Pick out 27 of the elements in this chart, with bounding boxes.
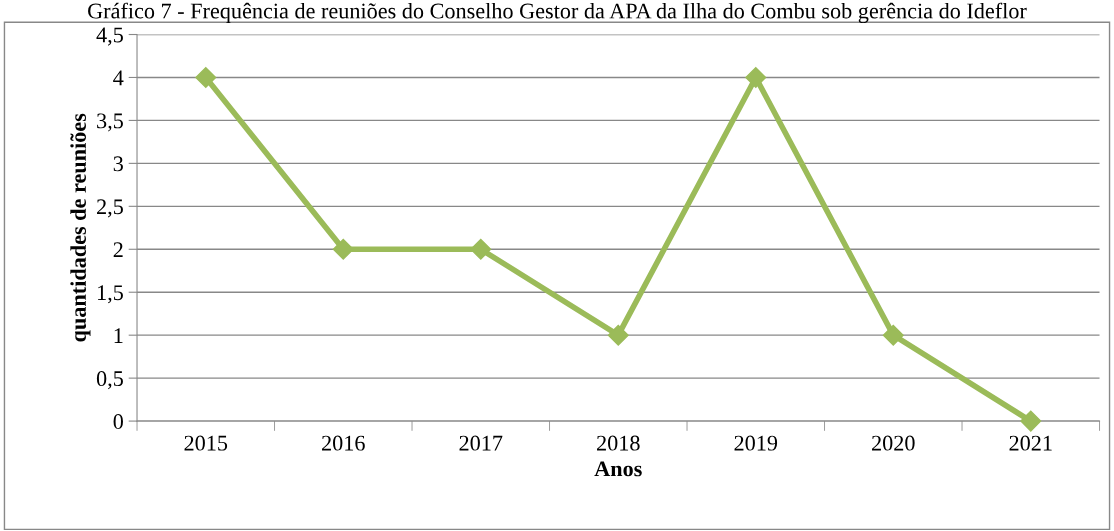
y-tick-label: 3,5 [97,113,123,132]
point [745,66,767,88]
y-tick-label: 1,5 [98,285,123,304]
y-tick-label: 0 [113,414,123,430]
x-tick-label: 2021 [1009,435,1052,451]
y-tick-label: 4 [113,70,124,86]
point [195,66,217,88]
point [607,324,629,346]
x-tick-label: 2016 [322,435,365,451]
y-tick-label: 0,5 [96,371,123,390]
x-tick-label: 2017 [459,435,503,451]
x-tick-label: 2019 [734,435,778,451]
y-tick-label: 1 [114,328,123,343]
x-tick-label: 2015 [184,435,228,451]
y-axis-title: quantidades de reuniões [70,113,91,342]
y-tick-label: 4,5 [96,27,123,46]
point [470,238,492,260]
y-tick-label: 2,5 [97,199,123,218]
y-tick-label: 3 [113,156,123,172]
x-axis-title: Anos [594,461,642,477]
x-tick-label: 2018 [597,435,640,451]
point [332,238,354,260]
y-tick-label: 2 [113,242,123,257]
point [1020,410,1042,432]
x-tick-label: 2020 [872,435,915,451]
chart-title: Gráfico 7 - Frequência de reuniões do Conselho Gestor da APA da Ilha do Combu sob gerência do Ideflor [88,2,1027,24]
point [882,324,904,346]
